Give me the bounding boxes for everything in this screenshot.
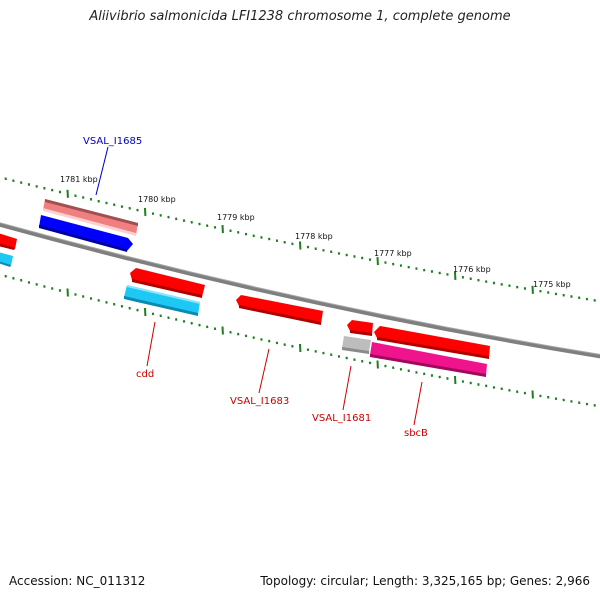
kbp-label: 1781 kbp [60,175,98,184]
kbp-label: 1778 kbp [295,232,333,241]
forward-strand-features [0,199,138,267]
kbp-scale-labels: 1781 kbp 1780 kbp 1779 kbp 1778 kbp 1777… [60,175,571,289]
gene-label-cdd[interactable]: cdd [136,369,154,380]
gene-labels: VSAL_I1685 cdd VSAL_I1683 VSAL_I1681 sbc… [83,136,428,439]
outer-tick-ring [4,177,596,302]
page-title: Aliivibrio salmonicida LFI1238 chromosom… [89,9,511,24]
gene-label-vsal-i1685[interactable]: VSAL_I1685 [83,136,142,147]
gene-arrow[interactable] [342,336,371,352]
gene-vsal-i1683-arrow[interactable] [236,295,323,324]
gene-label-sbcb[interactable]: sbcB [404,428,428,439]
inner-tick-ring [4,274,596,407]
kbp-label: 1775 kbp [533,280,571,289]
label-leaders [95,146,423,426]
gene-arrow[interactable] [124,285,200,315]
gene-sbcb-arrow[interactable] [374,326,490,358]
kbp-label: 1776 kbp [453,265,491,274]
gene-cdd-arrow[interactable] [130,268,205,297]
gene-vsal-i1685-arrow[interactable] [39,215,133,251]
kbp-label: 1780 kbp [138,195,176,204]
kbp-label: 1777 kbp [374,249,412,258]
chromosome-backbone [0,222,600,359]
gene-arrow[interactable] [370,342,487,376]
gene-label-vsal-i1683[interactable]: VSAL_I1683 [230,396,289,407]
gene-label-vsal-i1681[interactable]: VSAL_I1681 [312,413,371,424]
genome-summary: Topology: circular; Length: 3,325,165 bp… [260,574,590,588]
reverse-strand-features [124,268,490,377]
gene-arrow[interactable] [43,199,138,235]
accession-label: Accession: NC_011312 [9,574,146,588]
kbp-label: 1779 kbp [217,213,255,222]
